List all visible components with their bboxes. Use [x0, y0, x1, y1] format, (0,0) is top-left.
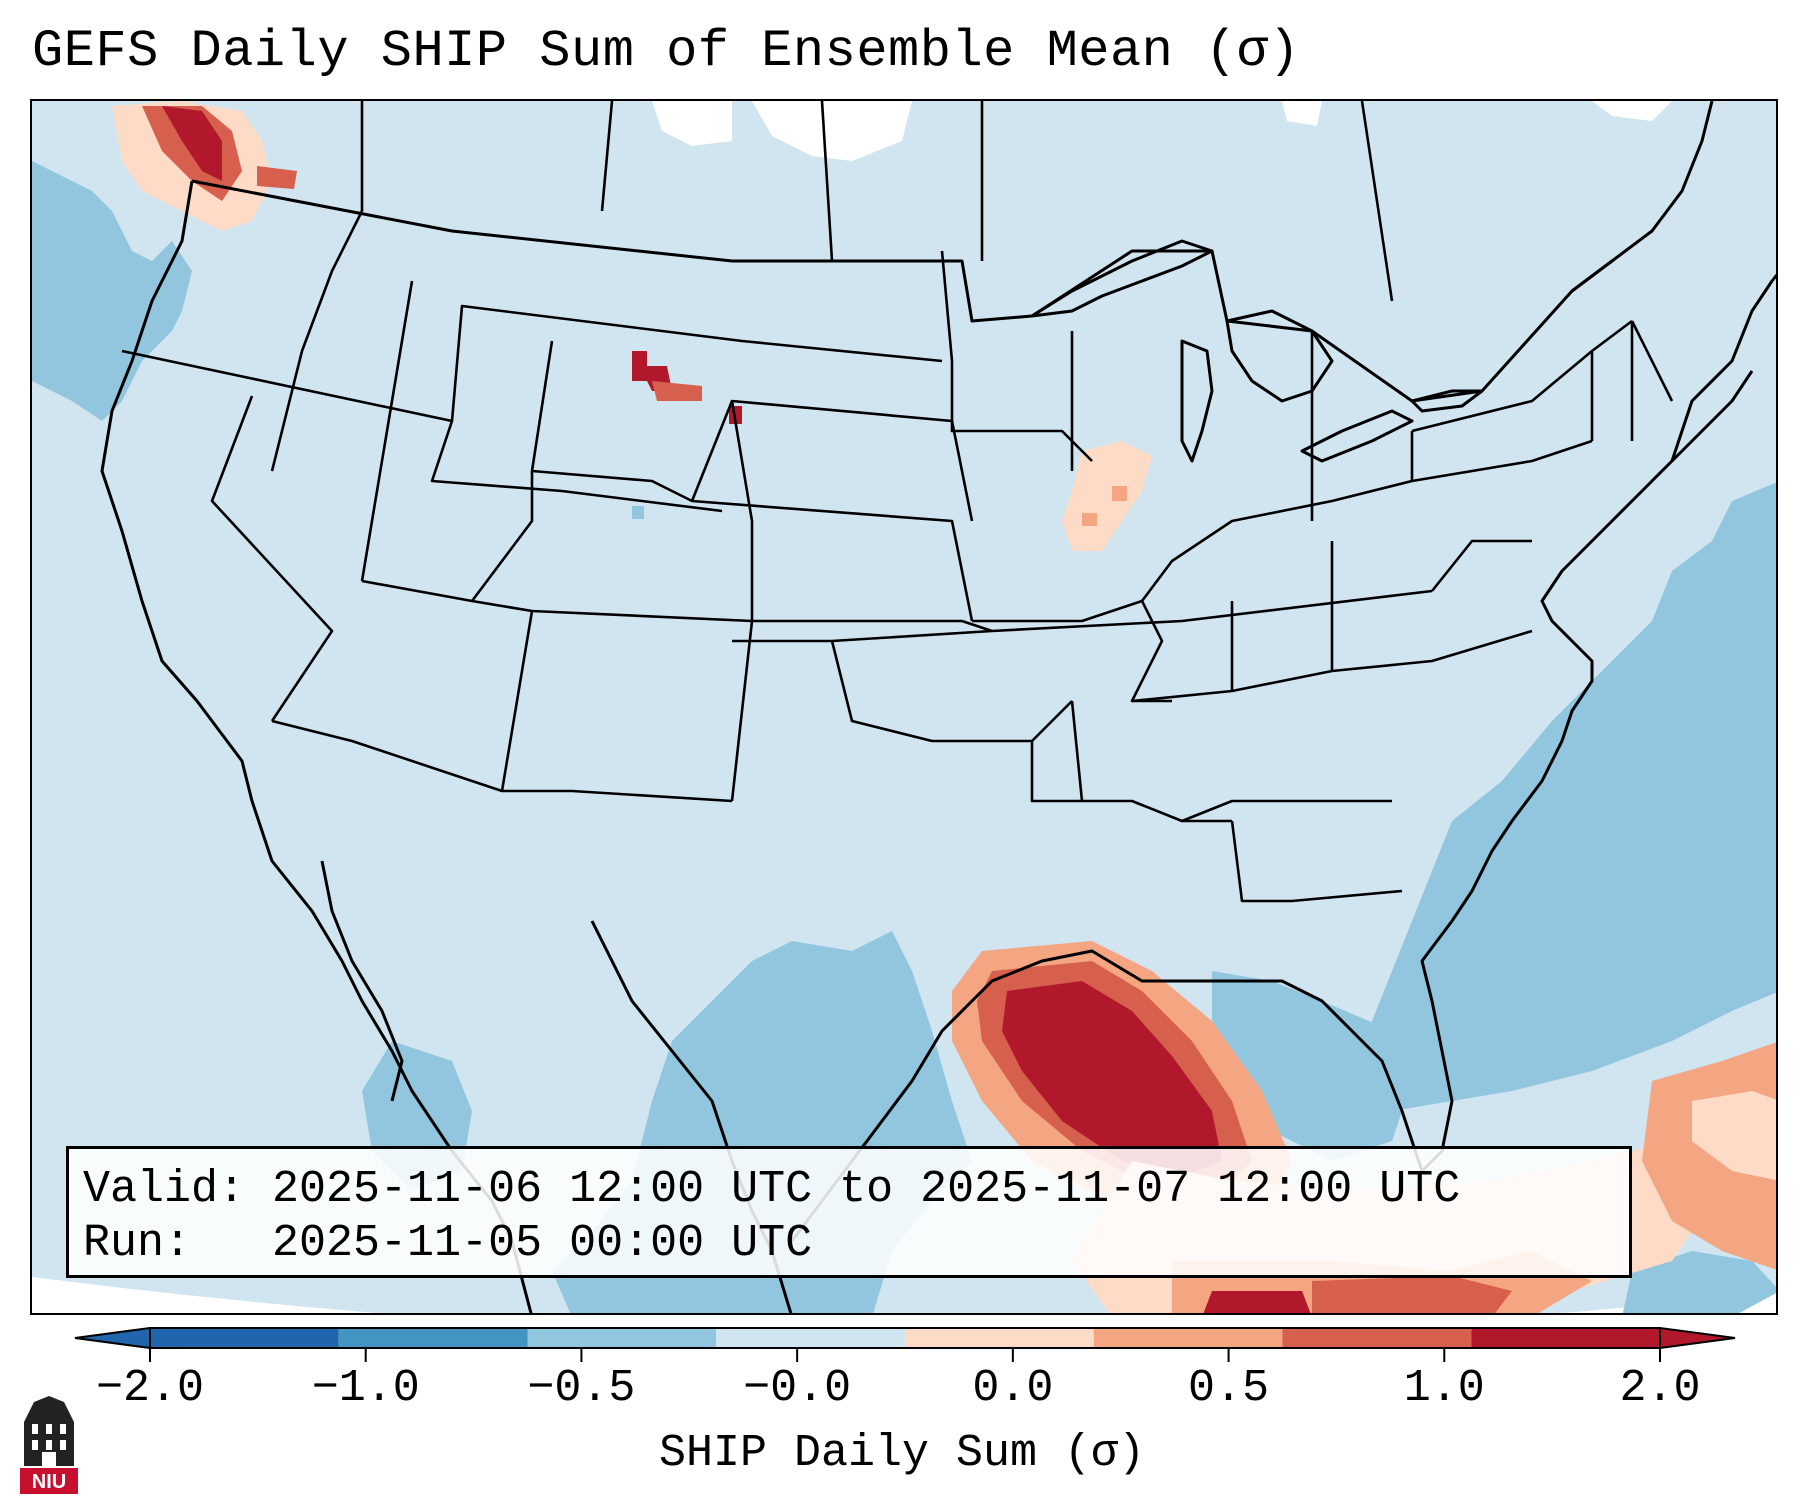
state-borders: [121, 210, 1674, 903]
colorbar-tick-label: 2.0: [1619, 1363, 1701, 1414]
map-panel: [30, 99, 1778, 1315]
validity-info-box: Valid: 2025-11-06 12:00 UTC to 2025-11-0…: [66, 1146, 1632, 1278]
anomaly-illinois-spot2: [1082, 513, 1097, 526]
anomaly-caribbean-negative: [1622, 1251, 1776, 1313]
colorbar-tick-label: −1.0: [311, 1363, 420, 1414]
colorbar-label: SHIP Daily Sum (σ): [658, 1428, 1146, 1479]
anomaly-washington-core: [162, 106, 222, 181]
anomaly-illinois-spot: [1112, 486, 1127, 501]
niu-logo: NIU: [20, 1396, 78, 1494]
canada-provinces: [360, 101, 1394, 302]
nodata-canada-1: [652, 101, 732, 146]
lake-michigan: [1180, 339, 1214, 463]
colorbar-segment: [1093, 1328, 1283, 1348]
colorbar-border: [149, 1327, 1661, 1349]
colorbar-tick-label: 0.5: [1188, 1363, 1270, 1414]
colorbar-extend-high: [1659, 1326, 1736, 1350]
colorbar: [74, 1326, 1736, 1362]
colorbar-tick-label: −2.0: [95, 1363, 205, 1414]
colorbar-tick-label: 0.0: [972, 1363, 1054, 1414]
anomaly-caribbean-core: [1203, 1291, 1311, 1313]
lake-ontario: [1410, 389, 1484, 413]
nodata-canada-3: [1592, 101, 1672, 121]
anomaly-atlantic-offshore: [1362, 482, 1776, 1111]
logo-text: NIU: [32, 1471, 66, 1493]
colorbar-segment: [716, 1328, 905, 1348]
lake-erie: [1300, 409, 1414, 463]
colorbar-segment: [150, 1328, 339, 1348]
colorbar-tick-label: −0.0: [743, 1363, 852, 1414]
run-line: Run: 2025-11-05 00:00 UTC: [83, 1218, 813, 1269]
nodata-colorado-spot: [632, 506, 644, 519]
map-svg: [32, 101, 1776, 1313]
lake-superior: [1030, 239, 1214, 318]
nodata-canada-2: [752, 101, 912, 161]
anomaly-wyoming-spot-light: [652, 381, 702, 401]
coastline-us: [100, 180, 533, 1313]
anomaly-wyoming-spot: [632, 351, 672, 391]
colorbar-segment: [338, 1328, 528, 1348]
colorbar-segment: [527, 1328, 717, 1348]
anomaly-gulf-coast-core: [1002, 981, 1222, 1176]
colorbar-tick-label: 1.0: [1403, 1363, 1485, 1414]
colorbar-segment: [905, 1328, 1094, 1348]
anomaly-pacific-offshore: [32, 161, 192, 421]
colorbar-tick-label: −0.5: [527, 1363, 636, 1414]
figure-title: GEFS Daily SHIP Sum of Ensemble Mean (σ): [32, 22, 1301, 81]
coastline-baja: [320, 860, 404, 1102]
anomaly-caribbean-strong: [1312, 1276, 1512, 1313]
anomaly-east-caribbean-light: [1692, 1091, 1776, 1181]
valid-line: Valid: 2025-11-06 12:00 UTC to 2025-11-0…: [83, 1164, 1461, 1215]
colorbar-segment: [1282, 1328, 1472, 1348]
anomaly-washington-spot: [257, 166, 297, 189]
colorbar-extend-low: [74, 1326, 151, 1350]
canada-border: [191, 179, 1613, 403]
colorbar-segment: [1471, 1328, 1660, 1348]
nodata-canada-4: [1282, 101, 1322, 126]
